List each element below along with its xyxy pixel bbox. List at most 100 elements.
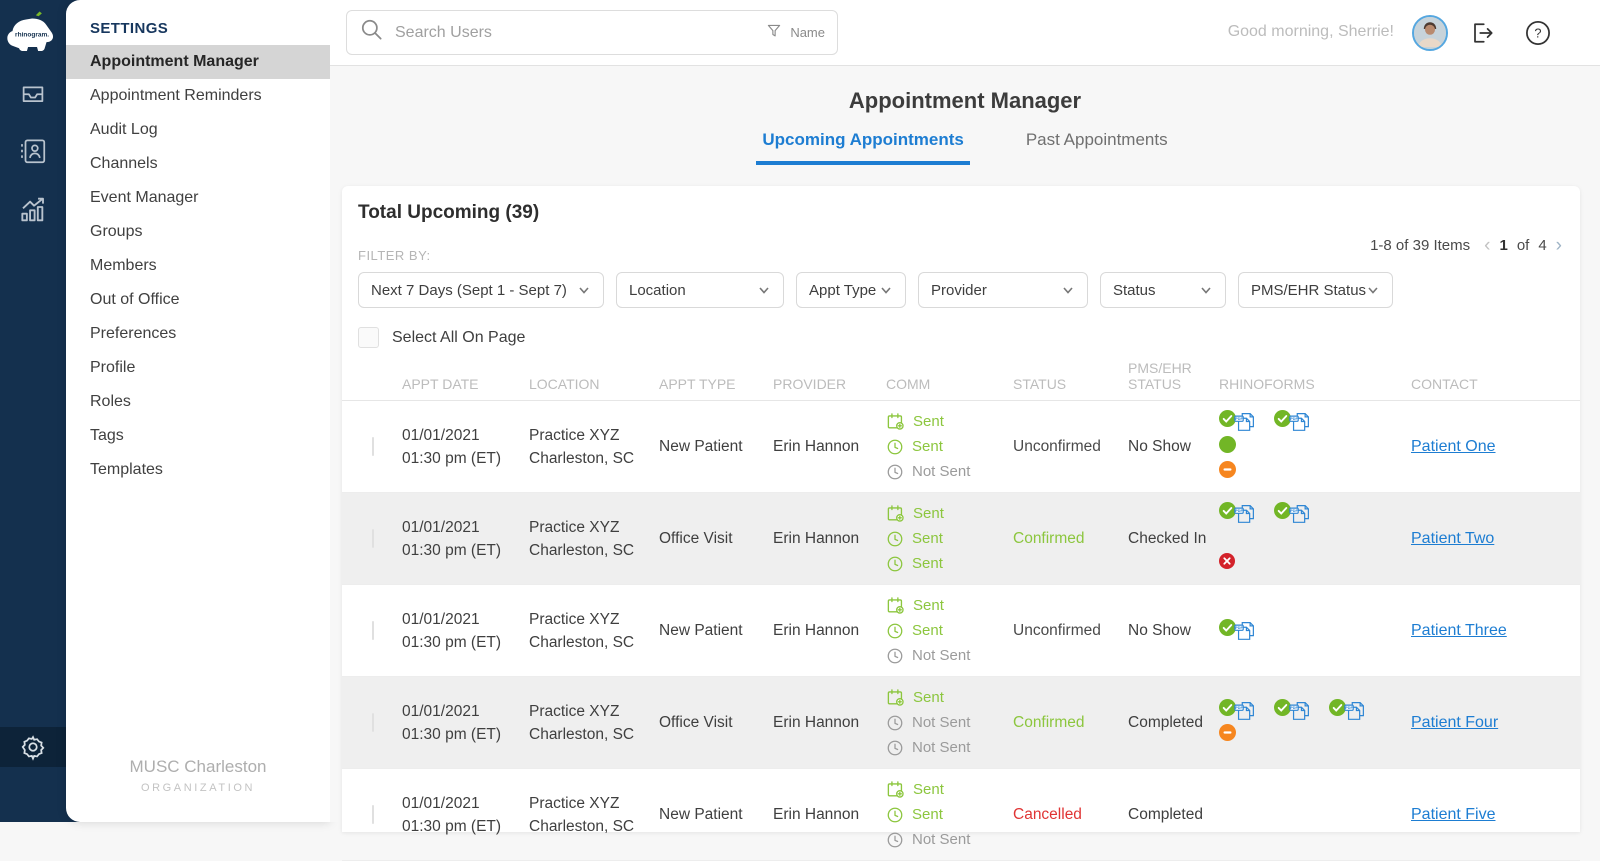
user-search[interactable]: Name [346, 10, 838, 55]
row-checkbox[interactable] [372, 712, 374, 732]
sidebar-item-roles[interactable]: Roles [90, 393, 131, 410]
avatar[interactable] [1412, 15, 1448, 51]
rhinoform-accepted[interactable]: PDF [1219, 410, 1258, 433]
sidebar-item-channels[interactable]: Channels [90, 155, 158, 172]
rhinoform-accepted[interactable]: PDF [1329, 698, 1368, 722]
svg-text:PDF: PDF [1290, 706, 1298, 710]
row-checkbox[interactable] [372, 436, 374, 456]
filter-value: PMS/EHR Status [1251, 281, 1367, 299]
rhinoform-accepted[interactable]: PDF [1219, 619, 1258, 642]
comm-cell: Sent Sent Not Sent [886, 593, 1013, 668]
filter-value: Next 7 Days (Sept 1 - Sept 7) [371, 281, 567, 299]
inbox-icon[interactable] [16, 76, 50, 110]
analytics-icon[interactable] [16, 192, 50, 226]
sidebar-item-groups[interactable]: Groups [90, 223, 143, 240]
svg-text:PDF: PDF [1235, 706, 1243, 710]
rhinoform-accepted[interactable]: PDF [1274, 410, 1313, 433]
contact-link[interactable]: Patient Three [1411, 621, 1507, 639]
search-input[interactable] [395, 23, 756, 42]
column-header-location: LOCATION [529, 376, 600, 392]
contact-link[interactable]: Patient Four [1411, 713, 1499, 731]
rhinoform-status-x-red [1219, 553, 1235, 574]
sidebar-item-preferences[interactable]: Preferences [90, 325, 177, 342]
check-circle-icon [1274, 502, 1291, 519]
rhinoform-accepted[interactable]: PDF [1219, 698, 1258, 722]
sidebar-item-appointment-reminders[interactable]: Appointment Reminders [90, 87, 262, 104]
contact-link[interactable]: Patient Five [1411, 805, 1496, 823]
total-pages: 4 [1538, 237, 1547, 254]
pdf-form-icon: PDF [1344, 701, 1364, 720]
calendar-icon [887, 505, 904, 522]
sidebar-item-event-manager[interactable]: Event Manager [90, 189, 199, 206]
chevron-right-icon[interactable]: › [1555, 235, 1562, 256]
clock-icon [887, 648, 903, 663]
rhinoform-accepted[interactable]: PDF [1274, 698, 1313, 722]
chevron-down-icon [1368, 287, 1378, 294]
sidebar-item-audit-log[interactable]: Audit Log [90, 121, 158, 138]
contact-link[interactable]: Patient Two [1411, 529, 1495, 547]
contacts-icon[interactable] [16, 134, 50, 168]
status-cell: Confirmed [1013, 529, 1085, 547]
rhinoforms-cell: PDF PDF [1219, 501, 1411, 576]
organization-label: ORGANIZATION [140, 782, 256, 794]
check-circle-icon [1219, 502, 1236, 519]
sidebar-item-appointment-manager[interactable]: Appointment Manager [66, 45, 330, 79]
row-checkbox[interactable] [372, 804, 374, 824]
search-icon [359, 17, 385, 48]
contact-link[interactable]: Patient One [1411, 437, 1496, 455]
pms-ehr-status-cell: No Show [1128, 437, 1191, 455]
check-circle-icon [1329, 698, 1346, 716]
contact-cell: Patient One [1411, 438, 1564, 456]
appt-type-cell: New Patient [659, 437, 743, 455]
location-cell: Practice XYZ Charleston, SC [529, 702, 635, 743]
filter-dropdown-next-7-days-sept-1-sept-7-[interactable]: Next 7 Days (Sept 1 - Sept 7) [358, 272, 604, 308]
select-all-checkbox[interactable] [358, 327, 379, 348]
contact-cell: Patient Five [1411, 806, 1564, 824]
comm-sent: Sent [886, 409, 1013, 434]
search-filter-label: Name [790, 25, 825, 40]
help-icon[interactable]: ? [1524, 19, 1552, 52]
chevron-down-icon [1201, 287, 1211, 294]
column-header-contact: CONTACT [1411, 376, 1478, 392]
search-filter-toggle[interactable]: Name [765, 22, 825, 43]
appointments-card: Total Upcoming (39) 1-8 of 39 Items ‹ 1 … [342, 186, 1580, 861]
comm-sent: Sent [886, 802, 1013, 827]
tab-upcoming-appointments[interactable]: Upcoming Appointments [756, 130, 970, 165]
comm-not-sent: Not Sent [886, 710, 1013, 735]
current-page: 1 [1499, 237, 1508, 254]
row-checkbox[interactable] [372, 528, 374, 548]
page-title: Appointment Manager [848, 88, 1082, 113]
comm-sent: Sent [886, 618, 1013, 643]
chevron-left-icon[interactable]: ‹ [1484, 235, 1491, 256]
filter-dropdown-appt-type[interactable]: Appt Type [796, 272, 906, 308]
row-checkbox[interactable] [372, 620, 374, 640]
sidebar-item-profile[interactable]: Profile [90, 359, 136, 376]
location-cell: Practice XYZ Charleston, SC [529, 610, 635, 651]
filter-dropdown-provider[interactable]: Provider [918, 272, 1088, 308]
rhinoform-accepted[interactable]: PDF [1219, 502, 1258, 525]
appt-type-cell: Office Visit [659, 529, 733, 547]
tab-past-appointments[interactable]: Past Appointments [1025, 130, 1168, 149]
rhinoform-accepted[interactable]: PDF [1274, 502, 1313, 525]
gear-icon[interactable] [0, 727, 66, 767]
rhinoforms-cell: PDF PDF [1219, 409, 1411, 484]
rhinogram-logo[interactable]: rhinogram. [5, 8, 61, 63]
filter-dropdown-pms-ehr-status[interactable]: PMS/EHR Status [1238, 272, 1393, 308]
table-row: 01/01/2021 01:30 pm (ET) Practice XYZ Char… [342, 401, 1580, 493]
table-header: APPT DATE LOCATION APPT TYPE PROVIDER COMM ST… [342, 360, 1580, 401]
sidebar-item-out-of-office[interactable]: Out of Office [90, 291, 180, 308]
sidebar-item-templates[interactable]: Templates [90, 461, 163, 478]
sidebar-item-tags[interactable]: Tags [90, 427, 124, 444]
filter-bar: Next 7 Days (Sept 1 - Sept 7) Location App… [358, 272, 1564, 308]
settings-title: SETTINGS [90, 20, 169, 37]
logout-icon[interactable] [1468, 19, 1496, 52]
greeting-text: Good morning, Sherrie! [1227, 23, 1394, 40]
sidebar-item-members[interactable]: Members [90, 257, 157, 274]
orange-minus-icon [1219, 460, 1236, 478]
appt-date-cell: 01/01/2021 01:30 pm (ET) [402, 702, 502, 743]
filter-value: Status [1113, 281, 1156, 299]
table-row: 01/01/2021 01:30 pm (ET) Practice XYZ Char… [342, 585, 1580, 677]
filter-dropdown-status[interactable]: Status [1100, 272, 1226, 308]
filter-dropdown-location[interactable]: Location [616, 272, 784, 308]
pdf-form-icon: PDF [1234, 622, 1254, 640]
